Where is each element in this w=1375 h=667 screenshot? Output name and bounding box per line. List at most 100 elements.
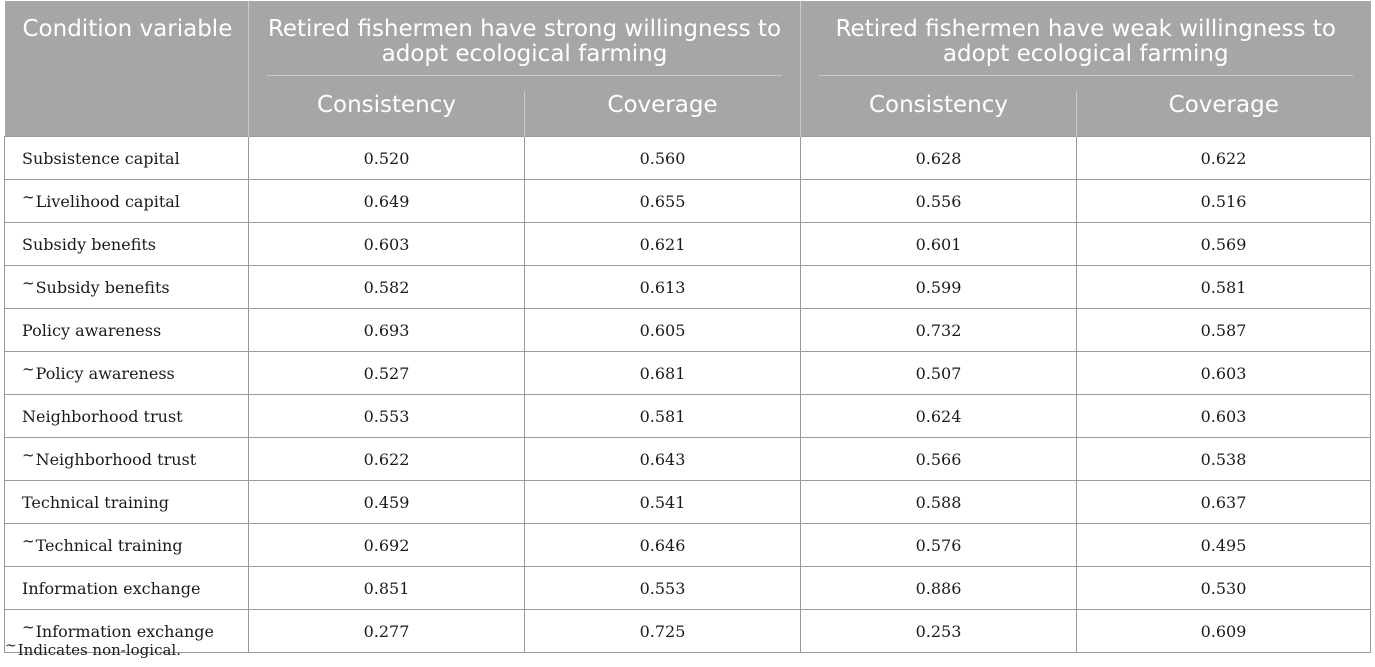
strong-coverage-cell: 0.605 bbox=[524, 308, 801, 352]
row-label-text: Subsistence capital bbox=[22, 148, 180, 168]
row-label-text: Neighborhood trust bbox=[35, 449, 197, 469]
strong-consistency-cell: 0.459 bbox=[248, 480, 525, 524]
strong-consistency-cell: 0.520 bbox=[248, 136, 525, 180]
strong-consistency-cell: 0.692 bbox=[248, 523, 525, 567]
row-label-text: Subsidy benefits bbox=[22, 234, 156, 254]
weak-consistency-cell: 0.253 bbox=[800, 609, 1077, 653]
weak-consistency-cell: 0.507 bbox=[800, 351, 1077, 395]
row-label: Technical training bbox=[4, 480, 249, 524]
row-label: ~Policy awareness bbox=[4, 351, 249, 395]
table-row: ~Livelihood capital 0.649 0.655 0.556 0.… bbox=[4, 179, 1372, 223]
row-label: Subsistence capital bbox=[4, 136, 249, 180]
weak-coverage-cell: 0.603 bbox=[1075, 394, 1372, 438]
table-row: ~Subsidy benefits 0.582 0.613 0.599 0.58… bbox=[4, 265, 1372, 309]
negation-tilde: ~ bbox=[22, 273, 35, 292]
row-label: Subsidy benefits bbox=[4, 222, 249, 266]
table-row: Technical training 0.459 0.541 0.588 0.6… bbox=[4, 480, 1372, 524]
weak-coverage-cell: 0.637 bbox=[1075, 480, 1372, 524]
header-weak-coverage: Coverage bbox=[1076, 91, 1371, 137]
strong-consistency-cell: 0.693 bbox=[248, 308, 525, 352]
weak-consistency-cell: 0.601 bbox=[800, 222, 1077, 266]
footnote-text: Indicates non-logical. bbox=[17, 641, 181, 659]
table-row: ~Policy awareness 0.527 0.681 0.507 0.60… bbox=[4, 351, 1372, 395]
weak-coverage-cell: 0.581 bbox=[1075, 265, 1372, 309]
weak-consistency-cell: 0.599 bbox=[800, 265, 1077, 309]
negation-tilde: ~ bbox=[22, 531, 35, 550]
weak-coverage-cell: 0.603 bbox=[1075, 351, 1372, 395]
table-row: ~Neighborhood trust 0.622 0.643 0.566 0.… bbox=[4, 437, 1372, 481]
weak-coverage-cell: 0.587 bbox=[1075, 308, 1372, 352]
row-label-text: Neighborhood trust bbox=[22, 406, 183, 426]
necessity-analysis-table-container: Condition variable Retired fishermen hav… bbox=[4, 1, 1372, 653]
negation-tilde: ~ bbox=[22, 445, 35, 464]
weak-coverage-cell: 0.569 bbox=[1075, 222, 1372, 266]
weak-coverage-cell: 0.538 bbox=[1075, 437, 1372, 481]
negation-tilde: ~ bbox=[22, 617, 35, 636]
strong-coverage-cell: 0.613 bbox=[524, 265, 801, 309]
row-label-text: Information exchange bbox=[35, 621, 214, 641]
weak-coverage-cell: 0.622 bbox=[1075, 136, 1372, 180]
strong-coverage-cell: 0.581 bbox=[524, 394, 801, 438]
strong-coverage-cell: 0.560 bbox=[524, 136, 801, 180]
row-label-text: Livelihood capital bbox=[35, 191, 180, 211]
table-body: Subsistence capital 0.520 0.560 0.628 0.… bbox=[4, 136, 1372, 653]
table-footnote: ~Indicates non-logical. bbox=[5, 638, 181, 659]
header-group-strong-willingness: Retired fishermen have strong willingnes… bbox=[248, 1, 801, 91]
strong-coverage-cell: 0.725 bbox=[524, 609, 801, 653]
strong-consistency-cell: 0.649 bbox=[248, 179, 525, 223]
strong-coverage-cell: 0.643 bbox=[524, 437, 801, 481]
row-label: Neighborhood trust bbox=[4, 394, 249, 438]
strong-consistency-cell: 0.603 bbox=[248, 222, 525, 266]
table-row: Subsidy benefits 0.603 0.621 0.601 0.569 bbox=[4, 222, 1372, 266]
table-row: Neighborhood trust 0.553 0.581 0.624 0.6… bbox=[4, 394, 1372, 438]
table-row: Subsistence capital 0.520 0.560 0.628 0.… bbox=[4, 136, 1372, 180]
row-label-text: Information exchange bbox=[22, 578, 201, 598]
necessity-analysis-table: Condition variable Retired fishermen hav… bbox=[4, 1, 1372, 653]
weak-consistency-cell: 0.566 bbox=[800, 437, 1077, 481]
row-label-text: Policy awareness bbox=[22, 320, 162, 340]
header-strong-coverage: Coverage bbox=[524, 91, 801, 137]
row-label: ~Information exchange bbox=[4, 609, 249, 653]
strong-consistency-cell: 0.527 bbox=[248, 351, 525, 395]
strong-consistency-cell: 0.582 bbox=[248, 265, 525, 309]
row-label: ~Livelihood capital bbox=[4, 179, 249, 223]
row-label: Information exchange bbox=[4, 566, 249, 610]
header-weak-consistency: Consistency bbox=[800, 91, 1077, 137]
row-label: Policy awareness bbox=[4, 308, 249, 352]
table-row: Information exchange 0.851 0.553 0.886 0… bbox=[4, 566, 1372, 610]
strong-coverage-cell: 0.541 bbox=[524, 480, 801, 524]
row-label-text: Subsidy benefits bbox=[35, 277, 170, 297]
strong-coverage-cell: 0.553 bbox=[524, 566, 801, 610]
weak-consistency-cell: 0.628 bbox=[800, 136, 1077, 180]
footnote-tilde: ~ bbox=[5, 638, 17, 654]
strong-consistency-cell: 0.553 bbox=[248, 394, 525, 438]
weak-coverage-cell: 0.495 bbox=[1075, 523, 1372, 567]
table-header: Condition variable Retired fishermen hav… bbox=[4, 1, 1371, 137]
header-condition-variable: Condition variable bbox=[4, 1, 249, 137]
strong-coverage-cell: 0.646 bbox=[524, 523, 801, 567]
weak-coverage-cell: 0.516 bbox=[1075, 179, 1372, 223]
strong-consistency-cell: 0.622 bbox=[248, 437, 525, 481]
strong-coverage-cell: 0.621 bbox=[524, 222, 801, 266]
weak-consistency-cell: 0.588 bbox=[800, 480, 1077, 524]
strong-coverage-cell: 0.681 bbox=[524, 351, 801, 395]
row-label: ~Subsidy benefits bbox=[4, 265, 249, 309]
row-label: ~Technical training bbox=[4, 523, 249, 567]
row-label-text: Technical training bbox=[35, 535, 183, 555]
table-row: ~Information exchange 0.277 0.725 0.253 … bbox=[4, 609, 1372, 653]
weak-consistency-cell: 0.624 bbox=[800, 394, 1077, 438]
negation-tilde: ~ bbox=[22, 359, 35, 378]
header-group-weak-willingness: Retired fishermen have weak willingness … bbox=[800, 1, 1371, 91]
row-label-text: Policy awareness bbox=[35, 363, 175, 383]
strong-consistency-cell: 0.851 bbox=[248, 566, 525, 610]
table-row: Policy awareness 0.693 0.605 0.732 0.587 bbox=[4, 308, 1372, 352]
header-group-weak-label: Retired fishermen have weak willingness … bbox=[819, 17, 1353, 76]
weak-consistency-cell: 0.886 bbox=[800, 566, 1077, 610]
strong-coverage-cell: 0.655 bbox=[524, 179, 801, 223]
header-strong-consistency: Consistency bbox=[248, 91, 525, 137]
weak-consistency-cell: 0.732 bbox=[800, 308, 1077, 352]
weak-coverage-cell: 0.609 bbox=[1075, 609, 1372, 653]
row-label-text: Technical training bbox=[22, 492, 169, 512]
strong-consistency-cell: 0.277 bbox=[248, 609, 525, 653]
weak-consistency-cell: 0.556 bbox=[800, 179, 1077, 223]
